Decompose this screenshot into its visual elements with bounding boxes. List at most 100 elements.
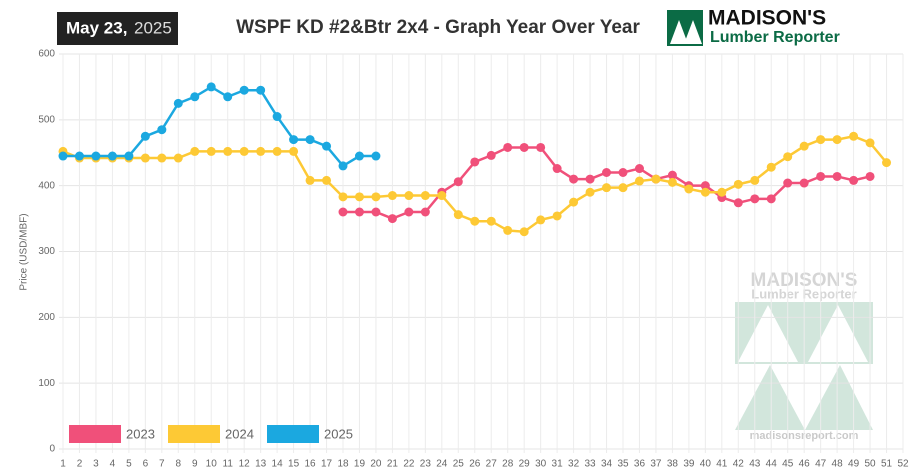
data-point xyxy=(140,131,150,141)
x-tick-label: 37 xyxy=(650,459,662,470)
data-point xyxy=(602,183,612,193)
x-tick-label: 26 xyxy=(469,459,481,470)
x-tick-label: 21 xyxy=(387,459,399,470)
legend-swatch xyxy=(69,425,121,443)
data-point xyxy=(618,168,628,177)
x-tick-label: 24 xyxy=(436,459,448,470)
data-point xyxy=(750,175,760,185)
legend-label: 2024 xyxy=(225,426,254,441)
data-point xyxy=(371,151,381,161)
data-point xyxy=(766,194,776,204)
data-point xyxy=(569,174,579,184)
data-point xyxy=(486,216,496,226)
legend-swatch xyxy=(168,425,220,443)
data-point xyxy=(519,227,529,237)
x-tick-label: 38 xyxy=(667,459,679,470)
x-tick-label: 35 xyxy=(617,459,629,470)
logo-name: MADISON'S xyxy=(708,7,826,30)
data-point xyxy=(322,141,332,151)
legend-label: 2025 xyxy=(324,426,353,441)
data-point xyxy=(585,174,595,184)
data-point xyxy=(585,187,595,197)
y-axis-label: Price (USD/MBF) xyxy=(19,213,30,290)
data-point xyxy=(305,175,315,185)
data-point xyxy=(305,135,315,145)
data-point xyxy=(190,92,200,102)
data-point xyxy=(371,192,381,202)
x-tick-label: 28 xyxy=(502,459,514,470)
x-tick-label: 48 xyxy=(832,459,844,470)
data-point xyxy=(503,142,513,152)
x-tick-label: 49 xyxy=(848,459,860,470)
legend-label: 2023 xyxy=(126,426,155,441)
data-point xyxy=(173,98,183,108)
x-tick-label: 14 xyxy=(272,459,284,470)
data-point xyxy=(750,194,760,204)
data-point xyxy=(503,225,513,235)
data-point xyxy=(453,210,463,220)
data-point xyxy=(470,157,480,167)
x-tick-label: 2 xyxy=(77,459,83,470)
data-point xyxy=(783,178,793,188)
data-point xyxy=(552,164,562,174)
data-point xyxy=(420,191,430,201)
data-point xyxy=(717,187,727,197)
logo-sub: Lumber Reporter xyxy=(710,29,840,46)
data-point xyxy=(354,151,364,161)
data-point xyxy=(618,183,628,193)
x-tick-label: 36 xyxy=(634,459,646,470)
data-point xyxy=(733,179,743,189)
data-point xyxy=(91,151,101,161)
data-point xyxy=(354,192,364,202)
x-tick-label: 22 xyxy=(403,459,415,470)
x-tick-label: 34 xyxy=(601,459,613,470)
data-point xyxy=(74,151,84,161)
x-tick-label: 39 xyxy=(683,459,695,470)
data-point xyxy=(552,211,562,221)
x-tick-label: 42 xyxy=(733,459,745,470)
data-point xyxy=(569,197,579,207)
y-tick-label: 0 xyxy=(49,444,55,455)
x-tick-label: 4 xyxy=(110,459,116,470)
x-tick-label: 17 xyxy=(321,459,333,470)
x-tick-label: 31 xyxy=(552,459,564,470)
data-point xyxy=(289,146,299,156)
x-tick-label: 45 xyxy=(782,459,794,470)
data-point xyxy=(157,153,167,163)
data-point xyxy=(140,153,150,163)
x-tick-label: 3 xyxy=(93,459,99,470)
data-point xyxy=(387,214,397,224)
x-tick-label: 33 xyxy=(584,459,596,470)
data-point xyxy=(634,164,644,174)
date-main: May 23, xyxy=(66,18,127,37)
date-box xyxy=(57,12,178,45)
data-point xyxy=(124,151,134,161)
data-point xyxy=(816,135,826,145)
x-tick-label: 11 xyxy=(223,459,234,470)
x-tick-label: 30 xyxy=(535,459,547,470)
x-tick-label: 27 xyxy=(486,459,498,470)
data-point xyxy=(536,142,546,152)
data-point xyxy=(470,216,480,226)
y-tick-label: 600 xyxy=(38,49,55,60)
data-point xyxy=(371,207,381,217)
data-point xyxy=(882,158,892,168)
data-point xyxy=(684,184,694,194)
x-tick-label: 9 xyxy=(192,459,198,470)
data-point xyxy=(272,146,282,156)
date-year: 2025 xyxy=(134,18,172,37)
y-tick-label: 100 xyxy=(38,378,55,389)
x-tick-label: 18 xyxy=(337,459,349,470)
data-point xyxy=(404,191,414,201)
data-point xyxy=(223,92,233,102)
x-tick-label: 50 xyxy=(864,459,876,470)
data-point xyxy=(223,146,233,156)
data-point xyxy=(634,176,644,186)
data-point xyxy=(865,138,875,148)
logo: MADISON'S Lumber Reporter xyxy=(667,7,840,46)
x-tick-label: 6 xyxy=(143,459,149,470)
data-point xyxy=(338,192,348,202)
x-tick-label: 1 xyxy=(60,459,66,470)
x-tick-label: 13 xyxy=(255,459,267,470)
x-tick-label: 46 xyxy=(799,459,811,470)
